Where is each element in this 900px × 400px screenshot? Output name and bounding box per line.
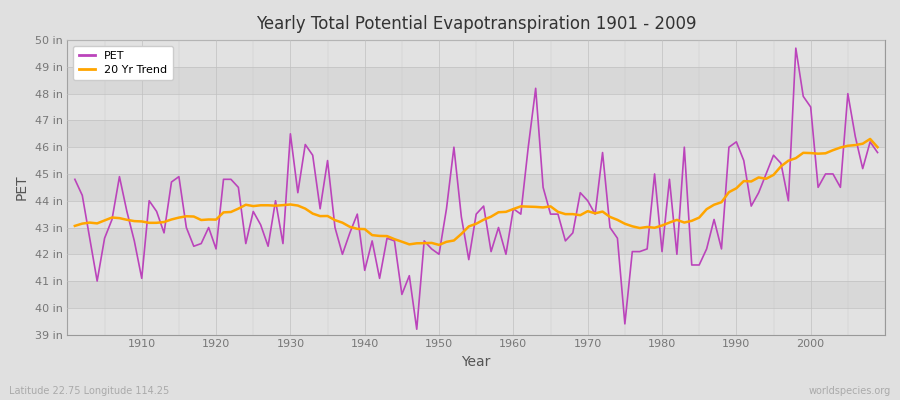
PET	[508, 206, 518, 211]
Legend: PET, 20 Yr Trend: PET, 20 Yr Trend	[73, 46, 173, 80]
20 Yr Trend	[129, 219, 140, 224]
PET	[69, 177, 80, 182]
PET	[411, 327, 422, 332]
Bar	[68, 94, 885, 120]
Bar	[68, 308, 885, 334]
20 Yr Trend	[69, 224, 80, 228]
PET	[292, 190, 303, 195]
Bar	[68, 228, 885, 254]
PET	[872, 150, 883, 155]
20 Yr Trend	[865, 136, 876, 141]
PET	[605, 225, 616, 230]
Bar	[68, 281, 885, 308]
Line: PET: PET	[75, 48, 878, 329]
Title: Yearly Total Potential Evapotranspiration 1901 - 2009: Yearly Total Potential Evapotranspiratio…	[256, 15, 697, 33]
Bar	[68, 147, 885, 174]
20 Yr Trend	[516, 204, 526, 209]
PET	[516, 212, 526, 216]
PET	[337, 252, 347, 257]
Bar	[68, 254, 885, 281]
20 Yr Trend	[292, 203, 303, 208]
Text: worldspecies.org: worldspecies.org	[809, 386, 891, 396]
Bar	[68, 174, 885, 201]
Bar	[68, 120, 885, 147]
Y-axis label: PET: PET	[15, 174, 29, 200]
PET	[129, 238, 140, 243]
Bar	[68, 201, 885, 228]
Bar	[68, 40, 885, 67]
20 Yr Trend	[337, 220, 347, 225]
20 Yr Trend	[872, 145, 883, 150]
Text: Latitude 22.75 Longitude 114.25: Latitude 22.75 Longitude 114.25	[9, 386, 169, 396]
20 Yr Trend	[508, 207, 518, 212]
Line: 20 Yr Trend: 20 Yr Trend	[75, 139, 878, 245]
X-axis label: Year: Year	[462, 355, 490, 369]
PET	[790, 46, 801, 50]
20 Yr Trend	[605, 214, 616, 219]
20 Yr Trend	[434, 242, 445, 247]
Bar	[68, 67, 885, 94]
